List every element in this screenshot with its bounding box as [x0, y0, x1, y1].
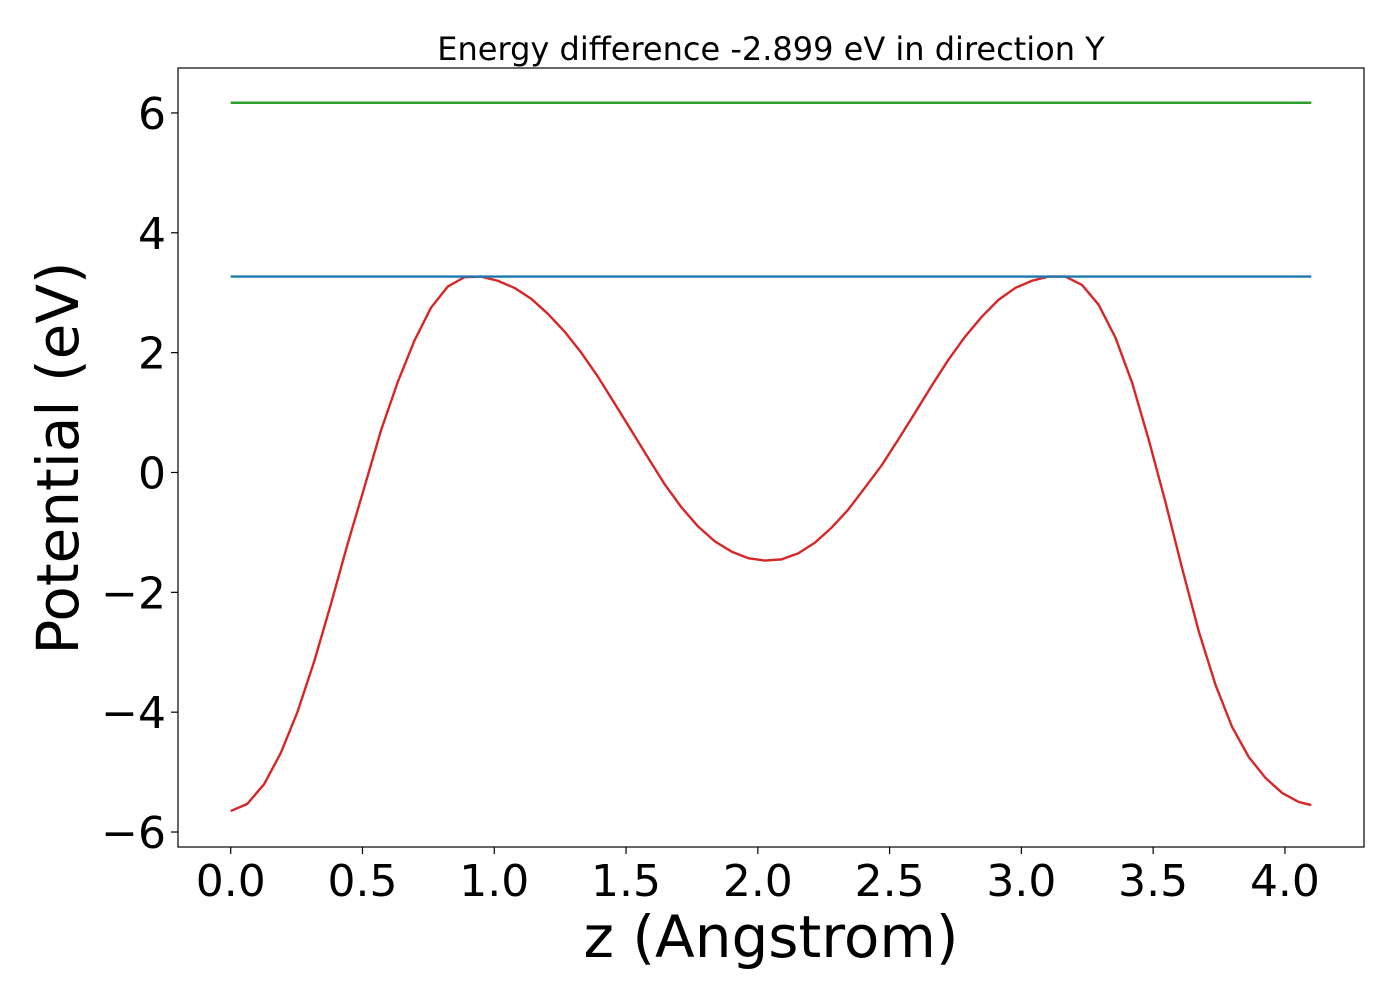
- x-axis-label: z (Angstrom): [584, 903, 959, 971]
- x-tick-label: 2.0: [723, 856, 793, 907]
- x-tick-label: 4.0: [1250, 856, 1320, 907]
- chart-title: Energy difference -2.899 eV in direction…: [437, 30, 1105, 68]
- series-layer: [230, 101, 1312, 813]
- y-tick-label: 2: [138, 329, 166, 380]
- y-tick-label: −4: [101, 688, 166, 739]
- x-axis: 0.0 0.5 1.0 1.5 2.0 2.5 3.0 3.5 4.0: [196, 847, 1320, 907]
- y-axis: −6 −4 −2 0 2 4 6: [101, 89, 178, 859]
- y-tick-label: −6: [101, 808, 166, 859]
- y-axis-label: Potential (eV): [24, 261, 92, 654]
- y-tick-label: 0: [138, 448, 166, 499]
- plot-background: [178, 68, 1364, 847]
- x-tick-label: 0.0: [196, 856, 266, 907]
- series-line-0: [230, 275, 1312, 813]
- y-tick-label: 6: [138, 89, 166, 140]
- x-tick-label: 2.5: [855, 856, 925, 907]
- plot-frame: [177, 67, 1365, 848]
- x-tick-label: 3.5: [1118, 856, 1188, 907]
- x-tick-label: 1.5: [591, 856, 661, 907]
- x-tick-label: 0.5: [327, 856, 397, 907]
- y-tick-label: 4: [138, 209, 166, 260]
- x-tick-label: 3.0: [986, 856, 1056, 907]
- x-tick-label: 1.0: [459, 856, 529, 907]
- y-tick-label: −2: [101, 568, 166, 619]
